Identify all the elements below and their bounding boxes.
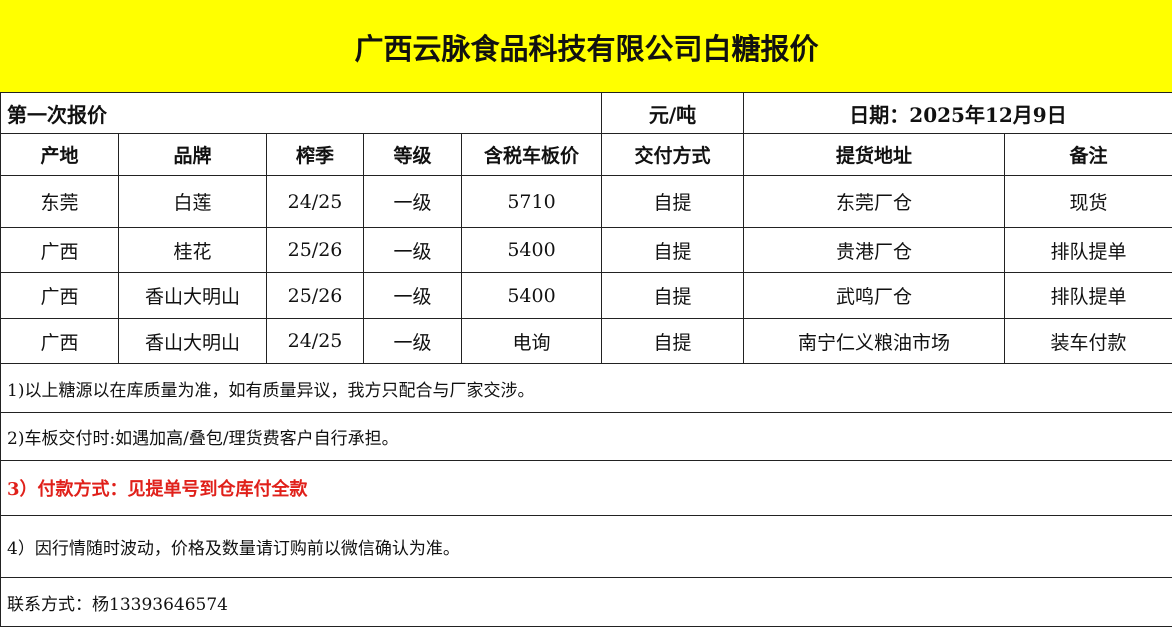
table-cell: 广西 bbox=[0, 318, 119, 364]
table-row: 广西 桂花 25/26 一级 5400 自提 贵港厂仓 排队提单 bbox=[0, 227, 1172, 273]
column-header: 等级 bbox=[363, 133, 462, 176]
table-cell: 5400 bbox=[461, 227, 602, 273]
column-header: 含税车板价 bbox=[461, 133, 602, 176]
note-2: 2)车板交付时:如遇加高/叠包/理货费客户自行承担。 bbox=[0, 412, 1172, 461]
note-4: 4）因行情随时波动，价格及数量请订购前以微信确认为准。 bbox=[0, 515, 1172, 578]
table-cell: 桂花 bbox=[118, 227, 267, 273]
table-cell: 装车付款 bbox=[1003, 318, 1172, 364]
date-label: 日期：2025年12月9日 bbox=[742, 92, 1172, 134]
table-cell: 一级 bbox=[363, 318, 462, 364]
column-header: 榨季 bbox=[266, 133, 364, 176]
table-row: 广西 香山大明山 25/26 一级 5400 自提 武鸣厂仓 排队提单 bbox=[0, 272, 1172, 319]
table-cell: 自提 bbox=[601, 318, 744, 364]
table-row: 广西 香山大明山 24/25 一级 电询 自提 南宁仁义粮油市场 装车付款 bbox=[0, 318, 1172, 364]
column-header: 交付方式 bbox=[601, 133, 744, 176]
table-cell: 5710 bbox=[461, 175, 602, 228]
table-cell: 自提 bbox=[601, 272, 744, 319]
table-cell: 24/25 bbox=[266, 175, 364, 228]
column-header: 提货地址 bbox=[743, 133, 1005, 176]
column-header: 备注 bbox=[1003, 133, 1172, 176]
table-cell: 25/26 bbox=[266, 272, 364, 319]
table-cell: 一级 bbox=[363, 272, 462, 319]
note-1: 1)以上糖源以在库质量为准，如有质量异议，我方只配合与厂家交涉。 bbox=[0, 363, 1172, 413]
table-cell: 香山大明山 bbox=[118, 318, 267, 364]
table-cell: 24/25 bbox=[266, 318, 364, 364]
table-cell: 25/26 bbox=[266, 227, 364, 273]
table-cell: 广西 bbox=[0, 227, 119, 273]
table-cell: 广西 bbox=[0, 272, 119, 319]
table-cell: 东莞 bbox=[0, 175, 119, 228]
table-cell: 一级 bbox=[363, 175, 462, 228]
table-cell: 现货 bbox=[1003, 175, 1172, 228]
table-cell: 白莲 bbox=[118, 175, 267, 228]
contact-info: 联系方式：杨13393646574 bbox=[0, 577, 1172, 627]
table-cell: 东莞厂仓 bbox=[743, 175, 1005, 228]
note-3-payment: 3）付款方式：见提单号到仓库付全款 bbox=[0, 460, 1172, 516]
table-cell: 自提 bbox=[601, 227, 744, 273]
table-cell: 自提 bbox=[601, 175, 744, 228]
column-header: 产地 bbox=[0, 133, 119, 176]
table-cell: 排队提单 bbox=[1003, 227, 1172, 273]
table-cell: 武鸣厂仓 bbox=[743, 272, 1005, 319]
column-header: 品牌 bbox=[118, 133, 267, 176]
table-cell: 5400 bbox=[461, 272, 602, 319]
table-cell: 一级 bbox=[363, 227, 462, 273]
header-row: 产地 品牌 榨季 等级 含税车板价 交付方式 提货地址 备注 bbox=[0, 133, 1172, 176]
page-title: 广西云脉食品科技有限公司白糖报价 bbox=[0, 0, 1172, 93]
table-cell: 香山大明山 bbox=[118, 272, 267, 319]
table-cell: 排队提单 bbox=[1003, 272, 1172, 319]
table-cell: 贵港厂仓 bbox=[743, 227, 1005, 273]
table-row: 东莞 白莲 24/25 一级 5710 自提 东莞厂仓 现货 bbox=[0, 175, 1172, 228]
table-cell: 南宁仁义粮油市场 bbox=[743, 318, 1005, 364]
table-cell: 电询 bbox=[461, 318, 602, 364]
quote-round-label: 第一次报价 bbox=[0, 92, 602, 134]
unit-label: 元/吨 bbox=[601, 92, 744, 134]
